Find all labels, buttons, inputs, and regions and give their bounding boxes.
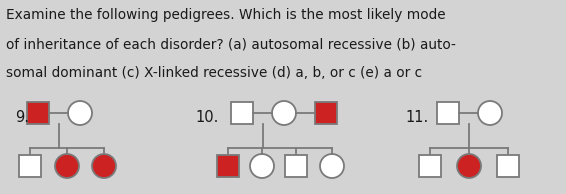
- Circle shape: [272, 101, 296, 125]
- Circle shape: [320, 154, 344, 178]
- FancyBboxPatch shape: [285, 155, 307, 177]
- Circle shape: [55, 154, 79, 178]
- Text: 10.: 10.: [195, 109, 218, 125]
- FancyBboxPatch shape: [27, 102, 49, 124]
- FancyBboxPatch shape: [419, 155, 441, 177]
- Text: 11.: 11.: [405, 109, 428, 125]
- Text: 9.: 9.: [15, 109, 29, 125]
- FancyBboxPatch shape: [437, 102, 459, 124]
- Circle shape: [250, 154, 274, 178]
- Text: of inheritance of each disorder? (a) autosomal recessive (b) auto-: of inheritance of each disorder? (a) aut…: [6, 38, 456, 52]
- Circle shape: [478, 101, 502, 125]
- Circle shape: [457, 154, 481, 178]
- FancyBboxPatch shape: [315, 102, 337, 124]
- Circle shape: [68, 101, 92, 125]
- Text: somal dominant (c) X-linked recessive (d) a, b, or c (e) a or c: somal dominant (c) X-linked recessive (d…: [6, 66, 422, 80]
- FancyBboxPatch shape: [217, 155, 239, 177]
- Text: Examine the following pedigrees. Which is the most likely mode: Examine the following pedigrees. Which i…: [6, 8, 445, 22]
- FancyBboxPatch shape: [497, 155, 519, 177]
- Circle shape: [92, 154, 116, 178]
- FancyBboxPatch shape: [231, 102, 253, 124]
- FancyBboxPatch shape: [19, 155, 41, 177]
